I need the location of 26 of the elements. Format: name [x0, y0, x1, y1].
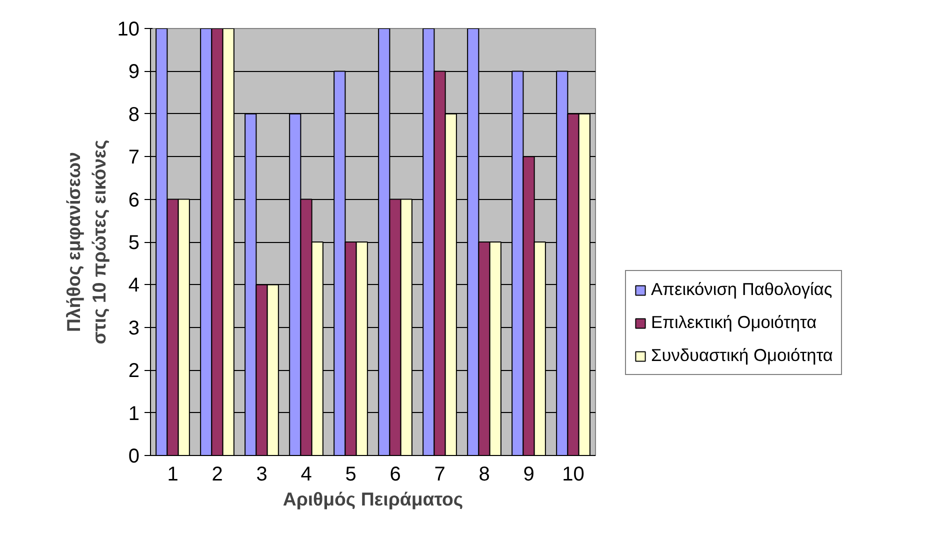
- y-tick-label: 1: [128, 402, 140, 425]
- y-tick-label: 5: [128, 232, 140, 254]
- y-tick-label: 8: [128, 104, 140, 126]
- x-tick-label: 1: [167, 464, 178, 486]
- y-tick-label: 9: [128, 61, 140, 84]
- y-tick-label: 6: [128, 189, 140, 212]
- y-tick-label: 3: [128, 317, 140, 340]
- x-tick-label: 8: [478, 464, 490, 486]
- x-tick-label: 5: [345, 464, 356, 486]
- y-tick-label: 0: [128, 446, 140, 468]
- y-tick-label: 7: [128, 146, 140, 169]
- x-tick-label: 3: [256, 464, 268, 486]
- x-axis-title: Αριθμός Πειράματος: [282, 488, 464, 510]
- y-tick-label: 10: [117, 18, 140, 40]
- y-axis-title: Πλήθος εμφανίσεων στις 10 πρώτες εικόνες: [63, 140, 110, 344]
- x-tick-label: 7: [434, 464, 446, 486]
- legend-label: Απεικόνιση Παθολογίας: [651, 279, 832, 300]
- x-tick-label: 4: [300, 464, 312, 486]
- legend-label: Επιλεκτική Ομοιότητα: [651, 312, 817, 333]
- x-tick-label: 9: [523, 464, 534, 486]
- x-tick-label: 10: [562, 464, 584, 486]
- y-tick-label: 2: [128, 360, 140, 382]
- y-tick-label: 4: [128, 274, 140, 297]
- x-tick-label: 2: [212, 464, 223, 486]
- x-tick-label: 6: [390, 464, 401, 486]
- legend-label: Συνδυαστική Ομοιότητα: [651, 345, 833, 366]
